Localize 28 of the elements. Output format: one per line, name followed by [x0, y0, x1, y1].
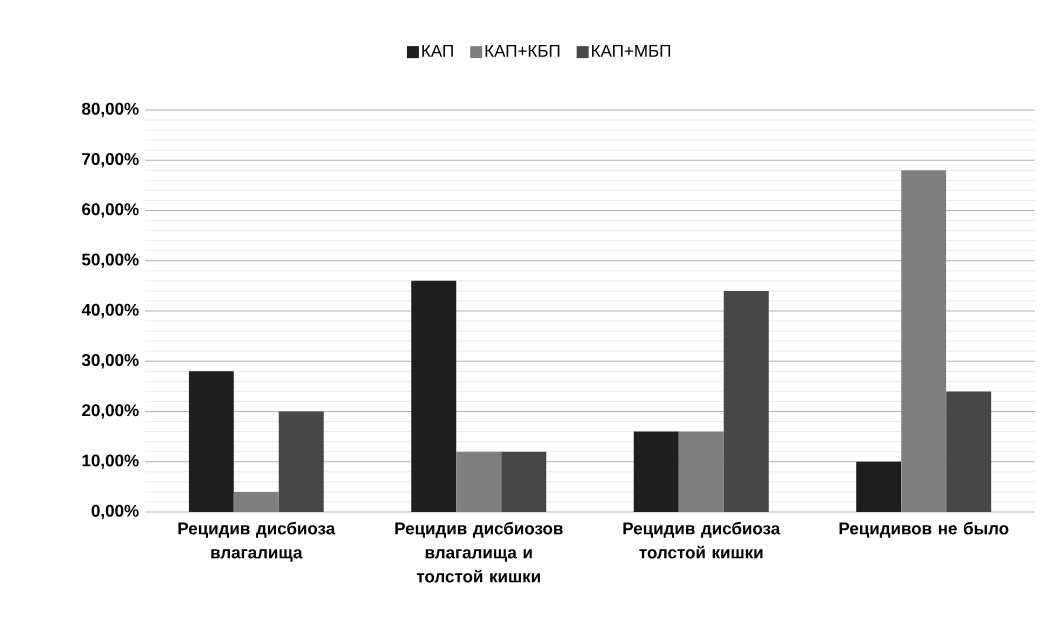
bar — [678, 431, 724, 512]
y-tick-label: 40,00% — [81, 303, 139, 319]
y-tick-label: 50,00% — [82, 253, 139, 268]
legend-label: КАП+КБП — [485, 44, 560, 57]
bar — [233, 491, 279, 512]
legend-label: КАП+МБП — [592, 44, 671, 57]
bar — [723, 290, 769, 512]
bar — [278, 411, 324, 512]
bar — [633, 431, 679, 512]
bar — [188, 371, 234, 512]
y-tick-label: 70,00% — [82, 153, 139, 168]
bar — [901, 170, 947, 512]
y-tick-label: 30,00% — [81, 353, 139, 369]
x-tick-label: Рецидив дисбиозов влагалища и толстой кишки — [395, 521, 563, 583]
bar — [856, 461, 902, 512]
legend-label: КАП — [422, 44, 453, 57]
y-tick-label: 20,00% — [82, 404, 139, 419]
y-tick-label: 0,00% — [91, 504, 139, 520]
y-tick-label: 80,00% — [82, 102, 139, 118]
bar — [946, 391, 992, 512]
x-tick-label: Рецидивов не было — [839, 521, 1009, 538]
bar — [411, 280, 457, 512]
bar — [456, 451, 502, 512]
y-tick-label: 60,00% — [82, 203, 139, 218]
x-tick-label: Рецидив дисбиоза влагалища — [178, 521, 336, 562]
x-tick-label: Рецидив дисбиоза толстой кишки — [623, 521, 781, 559]
bar — [501, 451, 547, 512]
y-tick-label: 10,00% — [82, 454, 139, 469]
